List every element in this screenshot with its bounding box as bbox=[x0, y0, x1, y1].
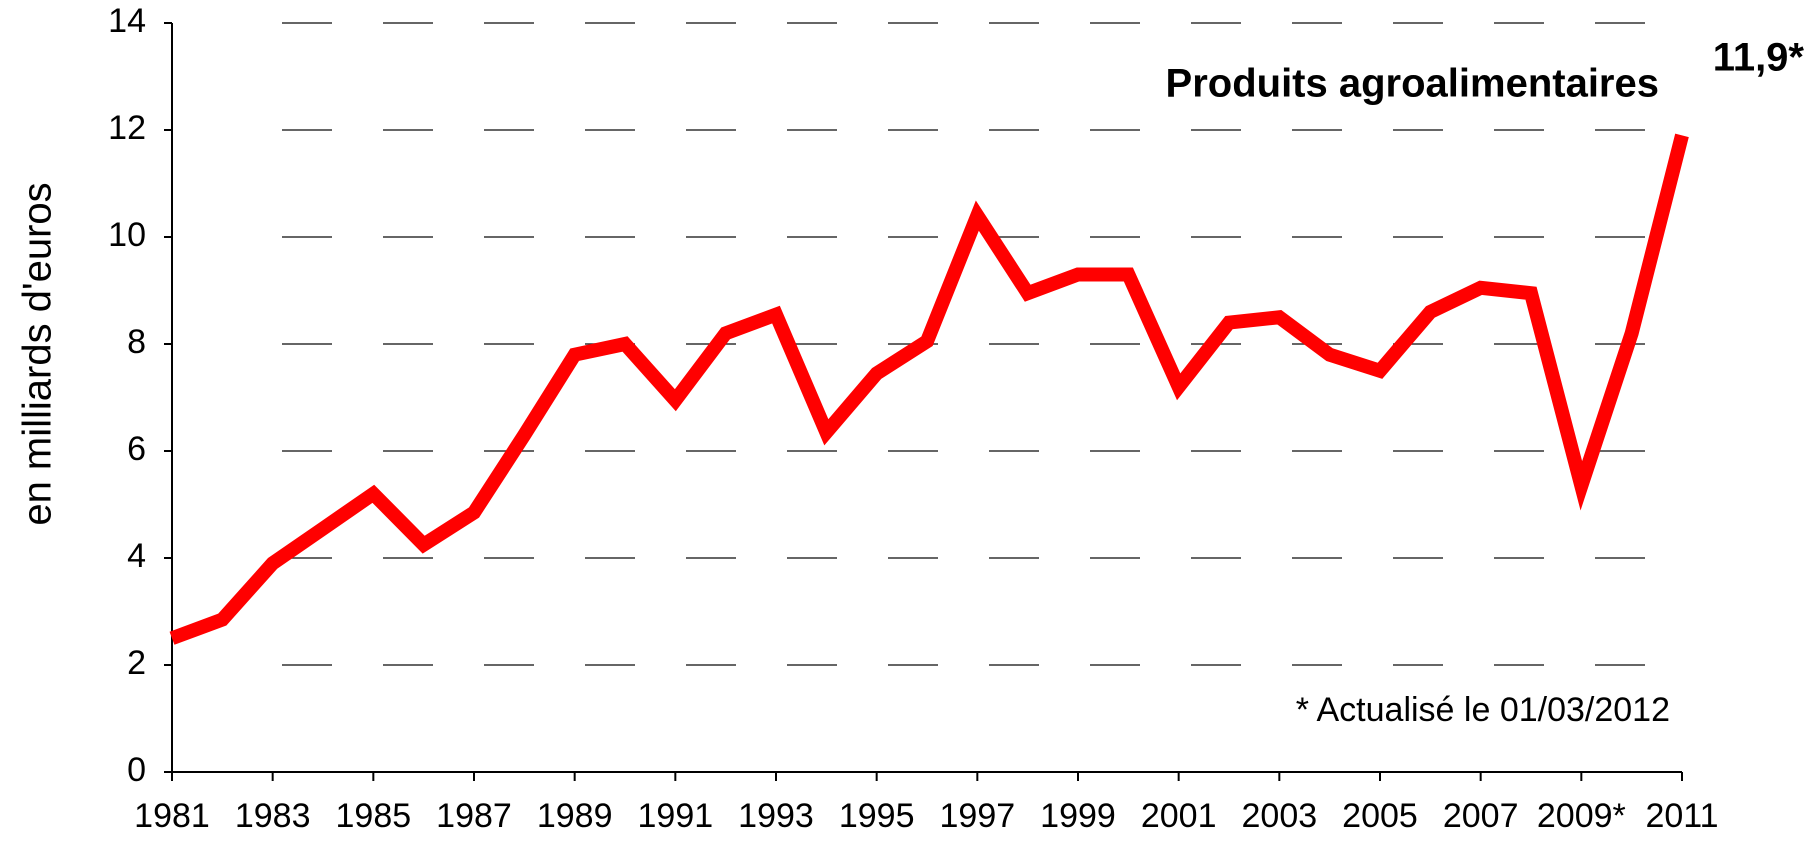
x-tick-label: 1987 bbox=[436, 797, 512, 835]
line bbox=[169, 133, 1689, 645]
annotation: * Actualisé le 01/03/2012 bbox=[1296, 691, 1670, 729]
x-tick-label: 1997 bbox=[940, 797, 1016, 835]
x-tick-label: 1981 bbox=[134, 797, 210, 835]
x-tick-label: 2003 bbox=[1242, 797, 1318, 835]
y-tick-label: 10 bbox=[108, 216, 146, 254]
y-tick-label: 0 bbox=[127, 751, 146, 789]
y-tick-label: 6 bbox=[127, 430, 146, 468]
x-tick-label: 1999 bbox=[1040, 797, 1116, 835]
x-tick-label: 1983 bbox=[235, 797, 311, 835]
y-tick-label: 4 bbox=[127, 537, 146, 575]
x-tick-label: 1995 bbox=[839, 797, 915, 835]
y-axis-label: en milliards d'euros bbox=[16, 182, 60, 525]
x-tick-label: 2001 bbox=[1141, 797, 1217, 835]
y-tick-label: 8 bbox=[127, 323, 146, 361]
y-tick-label: 12 bbox=[108, 109, 146, 147]
x-tick-label: 2011 bbox=[1645, 797, 1718, 835]
x-tick-label: 1989 bbox=[537, 797, 613, 835]
x-tick-label: 1985 bbox=[336, 797, 412, 835]
x-tick-label: 2007 bbox=[1443, 797, 1519, 835]
value-label: 11,9* bbox=[1713, 36, 1805, 80]
y-tick-label: 14 bbox=[108, 2, 146, 40]
x-tick-label: 1991 bbox=[638, 797, 714, 835]
x-tick-label: 2009* bbox=[1537, 797, 1626, 835]
x-tick-label: 2005 bbox=[1342, 797, 1418, 835]
y-tick-label: 2 bbox=[127, 644, 146, 682]
x-tick-label: 1993 bbox=[738, 797, 814, 835]
series-label: Produits agroalimentaires bbox=[1166, 62, 1659, 106]
